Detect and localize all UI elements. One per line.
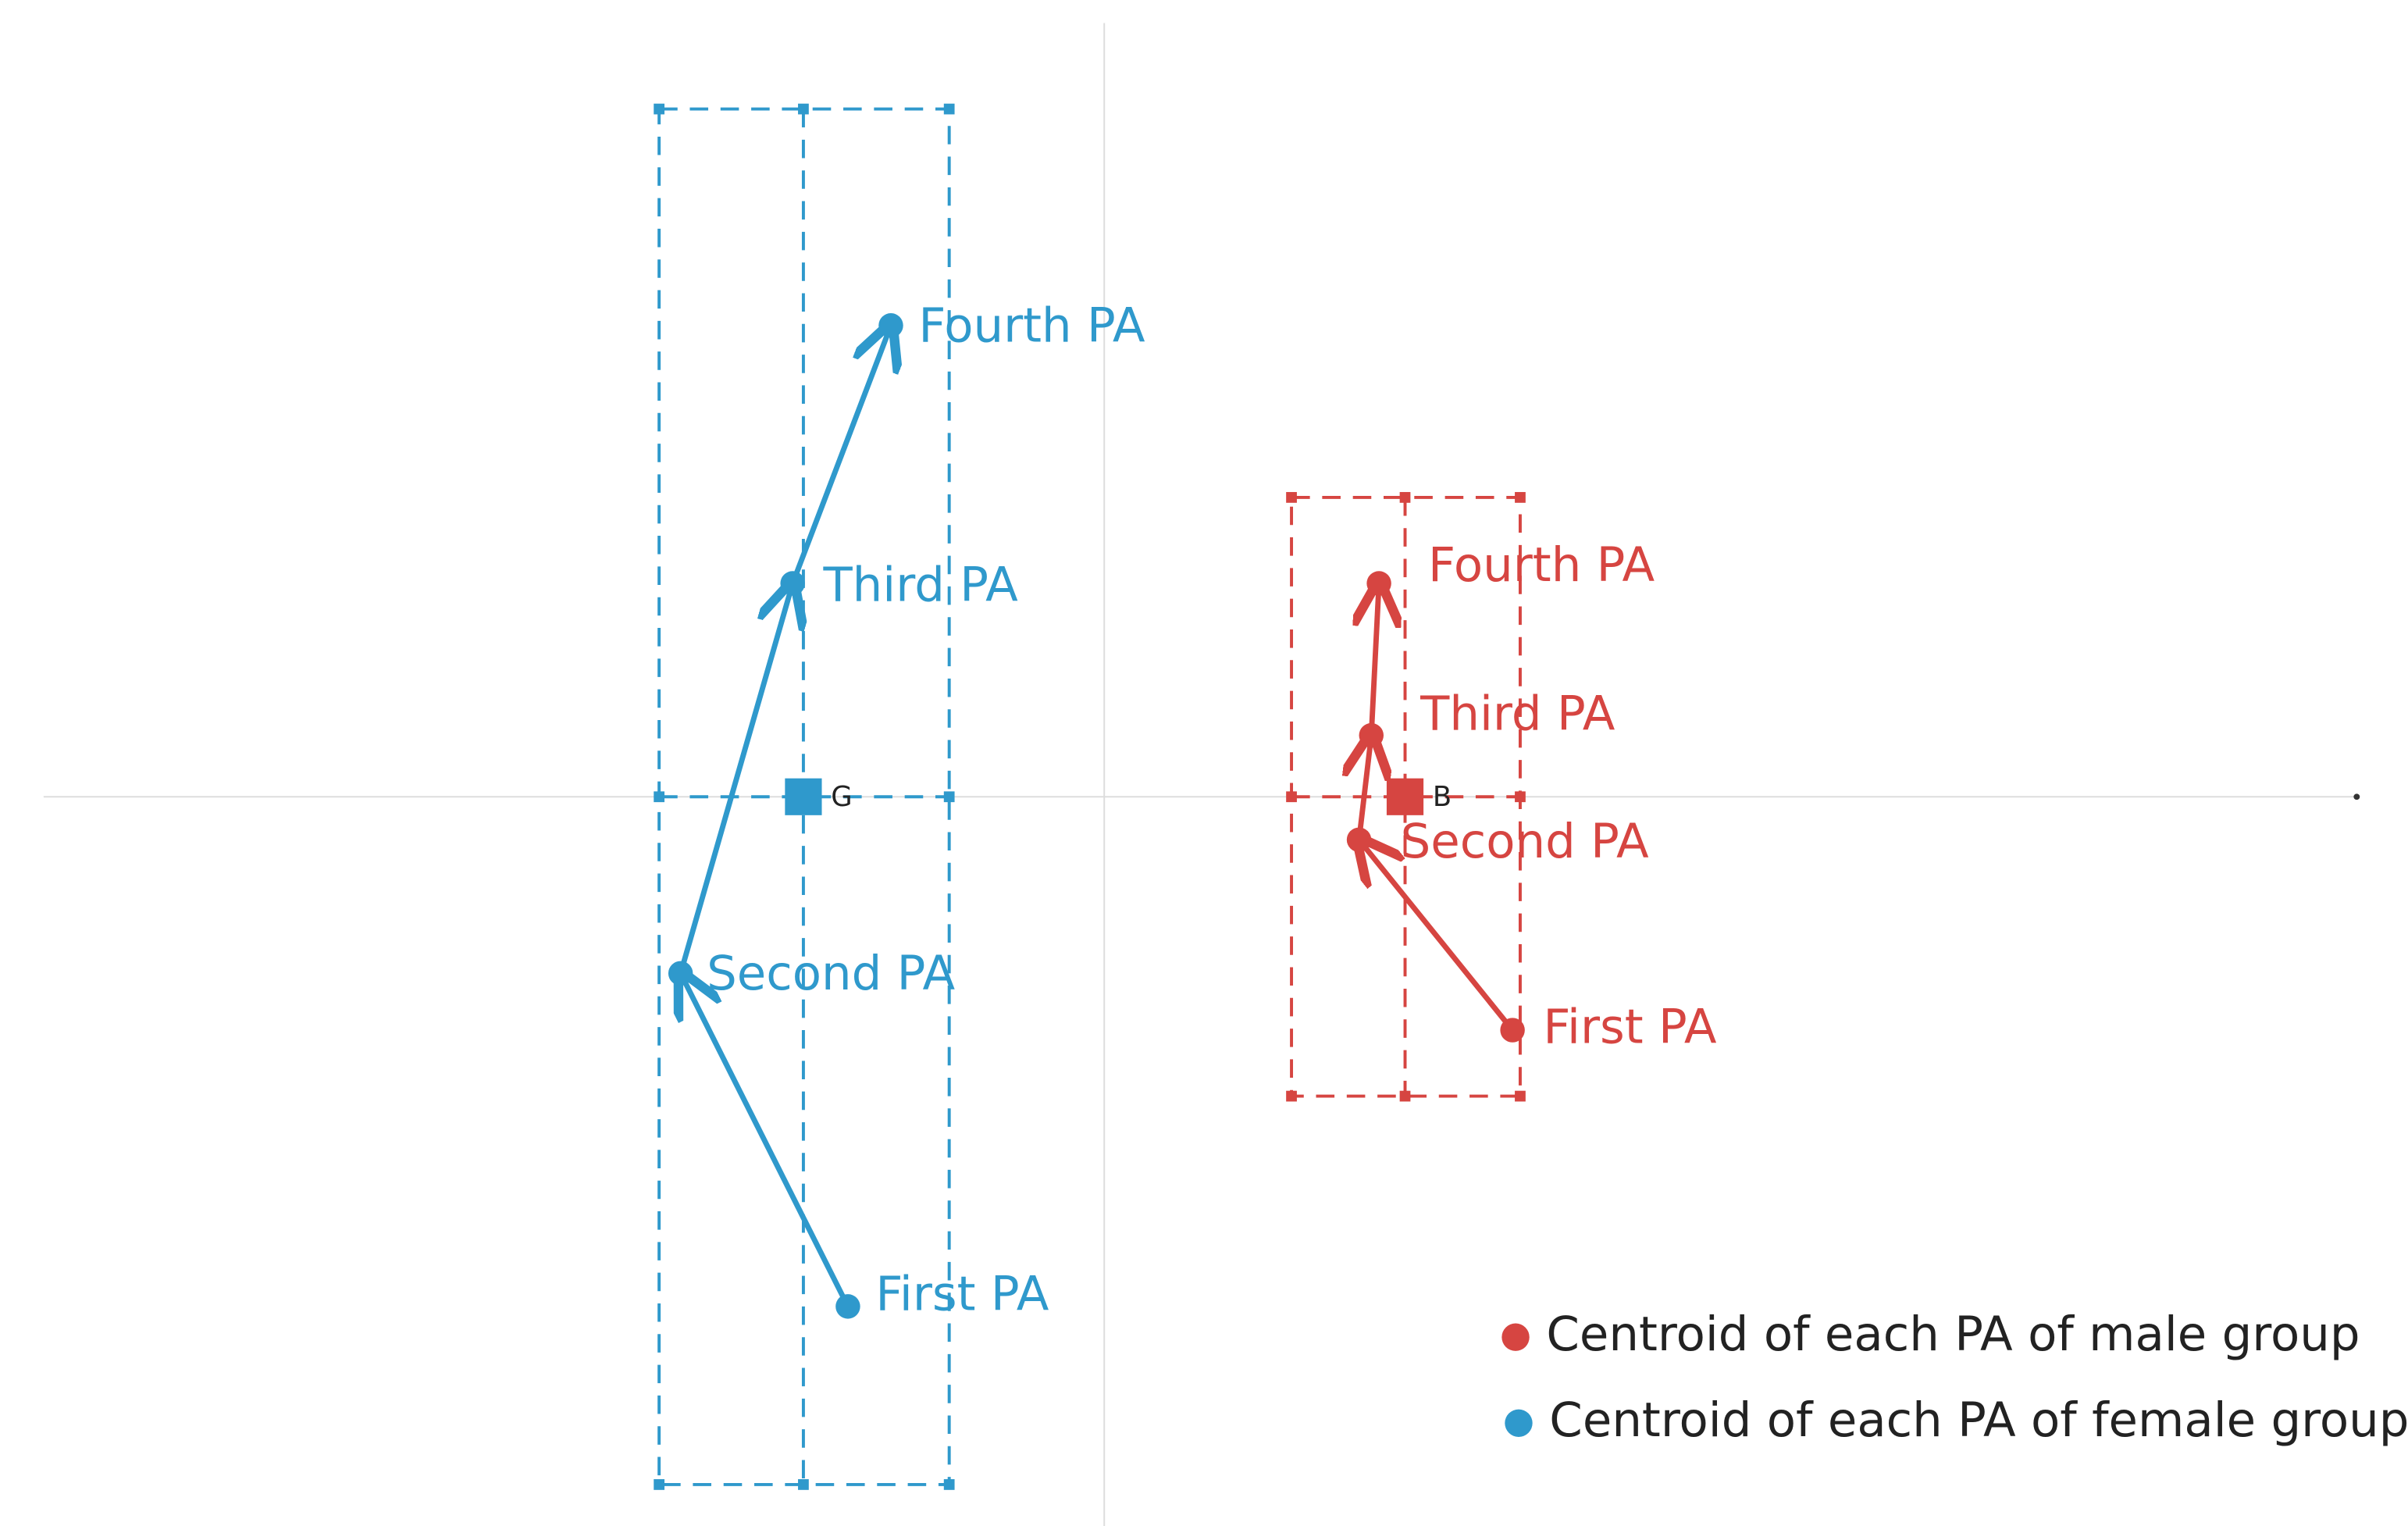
point-label: First PA [875,1267,1049,1322]
box-handle [798,103,809,115]
point-label: Fourth PA [918,298,1145,353]
box-handle [798,1479,809,1490]
plot: Fourth PA Third PA Second PA First PA G Fourt… [654,103,1717,1490]
box-handle [654,103,665,115]
path-arrow [789,326,891,585]
centroid-label: G [831,781,852,813]
box-handle [654,1479,665,1490]
box-handle [943,791,955,803]
centroid-point [1359,722,1384,748]
path-arrow [1359,736,1372,840]
centroid-point [668,961,693,986]
legend-text: Centroid of each PA of male group [1546,1307,2360,1362]
legend-marker [1505,1409,1533,1437]
box-handle [654,791,665,803]
point-label: Second PA [707,946,955,1001]
box-handle [1286,791,1297,803]
box-handle [1515,1090,1526,1102]
box-handle [943,103,955,115]
centroid-point [1500,1018,1525,1043]
centroid-point [878,313,903,338]
legend-marker [1501,1323,1530,1351]
path-arrow [1371,583,1379,736]
point-label: Fourth PA [1428,537,1655,593]
overall-centroid [785,778,822,815]
box-handle [1399,492,1411,503]
overall-centroid [1386,778,1424,815]
box-handle [1399,1090,1411,1102]
centroid-point [1346,827,1372,853]
point-label: Second PA [1401,814,1649,869]
point-label: Third PA [1420,686,1615,742]
path-arrow [681,973,851,1308]
path-arrow [678,583,793,975]
axis-end [2353,793,2360,800]
centroid-label: B [1433,781,1452,813]
point-label: Third PA [822,557,1018,612]
point-label: First PA [1543,1000,1716,1055]
centroid-point [780,571,805,596]
path-arrow [1359,840,1515,1032]
box-handle [943,1479,955,1490]
box-handle [1286,492,1297,503]
box-handle [1515,492,1526,503]
centroid-point [1366,571,1391,596]
box-handle [1515,791,1526,803]
legend-text: Centroid of each PA of female group [1549,1392,2408,1448]
box-handle [1286,1090,1297,1102]
centroid-point [835,1294,860,1319]
